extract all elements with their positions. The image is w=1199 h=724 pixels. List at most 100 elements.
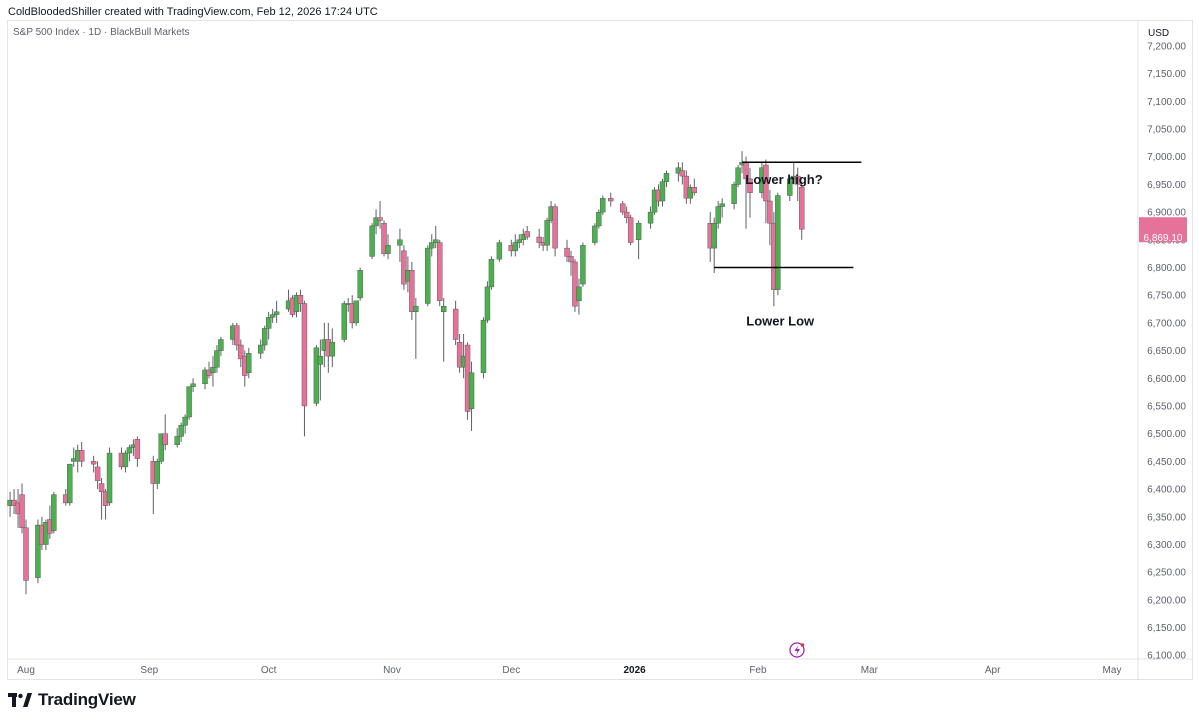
candle-body <box>468 372 475 409</box>
price-tick-label: 6,600.00 <box>1147 374 1186 385</box>
candle-down <box>679 162 686 185</box>
candle-up <box>468 361 475 431</box>
candle-body <box>238 344 244 360</box>
candle-body <box>659 181 666 202</box>
lightning-icon[interactable] <box>789 642 805 658</box>
candle-body <box>106 452 113 504</box>
candle-down <box>297 289 304 312</box>
price-tick-label: 6,500.00 <box>1147 429 1186 440</box>
candle-down <box>623 206 630 224</box>
candle-up <box>182 414 188 434</box>
candle-up <box>154 458 160 490</box>
candle-up <box>715 201 721 229</box>
candle-body <box>731 184 737 204</box>
candle-body <box>735 167 741 185</box>
annotation-label: Lower Low <box>746 313 815 328</box>
candle-body <box>596 211 602 227</box>
candle-up <box>433 225 439 249</box>
candle-up <box>635 220 642 260</box>
candle-up <box>174 428 180 448</box>
candle-body <box>397 239 403 246</box>
candle-body <box>94 466 101 481</box>
candles <box>7 151 805 595</box>
candle-up <box>775 192 781 296</box>
price-tick-label: 7,150.00 <box>1147 69 1186 80</box>
candle-up <box>178 422 184 442</box>
candle-body <box>480 319 487 373</box>
price-tick-label: 6,450.00 <box>1147 457 1186 468</box>
price-tick-label: 6,250.00 <box>1147 568 1186 579</box>
candle-up <box>425 245 431 307</box>
candle-up <box>544 217 550 251</box>
candle-body <box>572 261 578 307</box>
candle-up <box>269 309 276 323</box>
candle-body <box>190 383 196 387</box>
candle-down <box>377 201 383 229</box>
candle-body <box>381 222 387 254</box>
chart-attribution: ColdBloodedShiller created with TradingV… <box>8 6 378 18</box>
candle-down <box>552 203 558 257</box>
annotation-label: Lower high? <box>745 172 822 187</box>
price-tick-label: 6,650.00 <box>1147 346 1186 357</box>
candle-down <box>456 333 463 373</box>
price-tick-label: 6,950.00 <box>1147 180 1186 191</box>
candle-body <box>544 220 550 246</box>
candle-body <box>51 494 57 531</box>
candle-up <box>576 278 582 315</box>
candle-body <box>647 211 654 224</box>
candle-body <box>329 342 336 357</box>
candle-body <box>623 211 630 218</box>
candle-body <box>218 339 224 351</box>
candle-body <box>576 286 582 301</box>
candle-down <box>381 220 387 257</box>
price-tick-label: 6,100.00 <box>1147 651 1186 662</box>
tradingview-logo-icon <box>8 693 32 707</box>
candle-up <box>67 463 73 506</box>
candle-body <box>719 203 725 207</box>
candle-body <box>524 231 530 238</box>
candle-body <box>122 452 129 468</box>
bar-countdown: 04:35:13 <box>1144 244 1183 255</box>
candle-up <box>369 223 375 260</box>
candle-down <box>747 167 753 218</box>
candle-up <box>218 336 224 357</box>
candle-body <box>679 170 686 177</box>
candle-down <box>19 483 25 534</box>
candle-body <box>35 524 41 578</box>
price-tick-label: 6,400.00 <box>1147 485 1186 496</box>
candle-body <box>715 206 721 224</box>
candle-up <box>246 347 252 379</box>
candle-body <box>425 247 431 304</box>
candle-down <box>452 300 459 346</box>
candle-body <box>512 242 518 252</box>
candle-up <box>663 170 670 188</box>
chart-frame[interactable] <box>7 20 1193 680</box>
candle-body <box>126 447 133 454</box>
candle-up <box>512 234 518 257</box>
candle-body <box>19 494 25 529</box>
price-axis[interactable]: 7,200.00 7,150.00 7,100.00 7,050.00 7,000.00… <box>1147 41 1186 661</box>
candle-body <box>401 250 407 285</box>
candle-body <box>663 173 670 182</box>
candle-body <box>440 306 447 313</box>
candle-body <box>429 242 435 249</box>
candle-up <box>51 491 57 534</box>
candle-body <box>620 203 626 213</box>
time-axis[interactable]: Aug Sep Oct Nov Dec 2026 Feb Mar Apr May <box>17 665 1121 676</box>
candle-body <box>799 186 805 230</box>
price-tick-label: 6,700.00 <box>1147 318 1186 329</box>
candle-up <box>429 234 435 257</box>
candle-body <box>608 198 614 202</box>
candle-down <box>162 414 168 451</box>
candle-up <box>373 209 379 235</box>
candle-up <box>357 267 363 301</box>
price-tick-label: 6,800.00 <box>1147 263 1186 274</box>
candle-down <box>437 239 443 307</box>
candle-body <box>373 217 379 227</box>
time-tick-label: Aug <box>17 665 35 676</box>
candle-body <box>261 328 268 346</box>
candle-body <box>98 483 105 493</box>
candle-body <box>635 222 642 240</box>
candle-down <box>572 259 578 312</box>
